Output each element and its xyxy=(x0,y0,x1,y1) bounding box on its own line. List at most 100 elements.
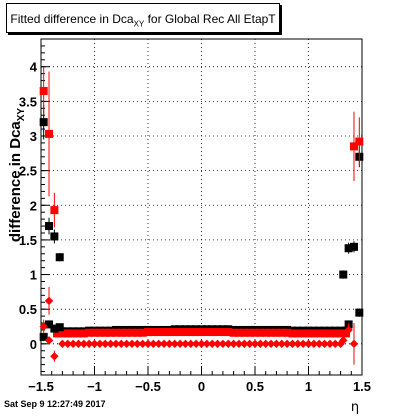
band-1-point xyxy=(127,328,136,337)
band-1-point xyxy=(117,328,126,337)
band-2-point xyxy=(101,339,110,349)
y-tick-label: 4 xyxy=(30,60,38,75)
band-1-point xyxy=(218,328,227,337)
series-2-point xyxy=(44,296,54,306)
y-tick-label: 0 xyxy=(30,337,37,352)
band-1-point xyxy=(186,328,195,337)
series-0-point xyxy=(39,118,48,127)
series-1-point xyxy=(355,137,364,146)
band-2-point xyxy=(111,339,121,349)
band-2-point xyxy=(79,339,88,349)
band-1-point xyxy=(251,328,259,337)
band-1-point xyxy=(101,328,110,337)
band-2-point xyxy=(229,339,238,349)
band-2-point xyxy=(122,339,131,349)
band-2-point xyxy=(315,339,324,349)
x-tick-label: −1.5 xyxy=(28,379,54,394)
band-1-point xyxy=(202,328,211,337)
band-2-point xyxy=(84,339,94,349)
band-2-point xyxy=(149,339,158,349)
band-1-point xyxy=(85,328,94,337)
title-box: Fitted difference in DcaXY for Global Re… xyxy=(6,3,280,33)
band-2-point xyxy=(74,339,83,349)
band-1-point xyxy=(74,329,83,338)
band-1-point xyxy=(154,328,163,337)
y-tick-label: 2 xyxy=(30,198,37,213)
band-2-point xyxy=(63,339,72,349)
band-2-point xyxy=(213,339,222,349)
band-2-point xyxy=(293,339,302,349)
band-2-point xyxy=(304,339,313,349)
series-0-point xyxy=(339,270,348,279)
band-1-point xyxy=(106,328,115,337)
x-tick-label: 0 xyxy=(198,379,205,394)
band-1-point xyxy=(320,329,329,338)
band-1-point xyxy=(288,329,297,338)
band-2-point xyxy=(234,339,244,349)
band-2-point xyxy=(250,339,260,349)
band-2-point xyxy=(154,339,163,349)
band-1-point xyxy=(208,328,217,337)
series-0-point xyxy=(50,232,59,241)
band-2-point xyxy=(191,339,201,349)
band-1-point xyxy=(133,328,142,337)
band-1-point xyxy=(283,328,292,337)
series-0-point xyxy=(45,222,54,231)
band-2-point xyxy=(266,339,276,349)
band-2-point xyxy=(175,339,185,349)
band-1-point xyxy=(245,328,254,337)
chart-title: Fitted difference in DcaXY for Global Re… xyxy=(10,12,276,29)
series-1-point xyxy=(39,86,48,95)
band-2-point xyxy=(170,339,179,349)
series-0-point xyxy=(55,323,64,332)
band-1-point xyxy=(256,328,265,337)
band-1-point xyxy=(224,328,233,337)
series-0-point xyxy=(55,253,64,262)
band-2-point xyxy=(320,339,329,349)
band-2-point xyxy=(288,339,297,349)
series-2-point xyxy=(50,352,59,361)
band-1-point xyxy=(63,329,72,338)
band-2-point xyxy=(127,339,137,349)
band-1-point xyxy=(240,328,249,337)
y-tick-label: 2.5 xyxy=(19,164,37,179)
band-2-point xyxy=(261,339,270,349)
band-1-point xyxy=(272,328,281,337)
band-1-point xyxy=(299,329,308,338)
x-tick-label: 1 xyxy=(305,379,312,394)
band-2-point xyxy=(159,339,169,349)
band-1-point xyxy=(69,329,78,338)
band-2-point xyxy=(224,339,233,349)
band-1-point xyxy=(341,329,350,338)
band-1-point xyxy=(229,328,238,337)
band-2-point xyxy=(282,339,292,349)
timestamp: Sat Sep 9 12:27:49 2017 xyxy=(4,399,106,409)
band-2-point xyxy=(186,339,195,349)
band-2-point xyxy=(165,339,174,349)
band-1-point xyxy=(304,329,313,338)
band-2-point xyxy=(138,339,147,349)
band-1-point xyxy=(325,329,334,338)
y-axis-label: difference in DcaXY xyxy=(7,108,27,243)
band-2-point xyxy=(277,339,286,349)
band-2-point xyxy=(133,339,142,349)
band-2-point xyxy=(181,339,190,349)
band-1-point xyxy=(261,328,270,337)
band-1-point xyxy=(197,328,206,337)
x-axis-label: η xyxy=(351,400,359,414)
y-tick-label: 3 xyxy=(30,129,37,144)
series-0-point xyxy=(45,320,54,329)
series-2-point xyxy=(344,325,353,335)
band-1-point xyxy=(90,328,99,337)
band-2-point xyxy=(325,339,335,349)
band-1-point xyxy=(53,329,62,338)
band-1-point xyxy=(336,329,345,338)
series-0-point xyxy=(355,308,364,317)
band-2-point xyxy=(298,339,308,349)
band-2-point xyxy=(218,339,228,349)
band-1-point xyxy=(138,328,147,337)
band-1-point xyxy=(160,328,169,337)
band-1-point xyxy=(144,328,152,337)
series-0-point xyxy=(349,242,358,251)
series-2-point xyxy=(44,336,54,345)
